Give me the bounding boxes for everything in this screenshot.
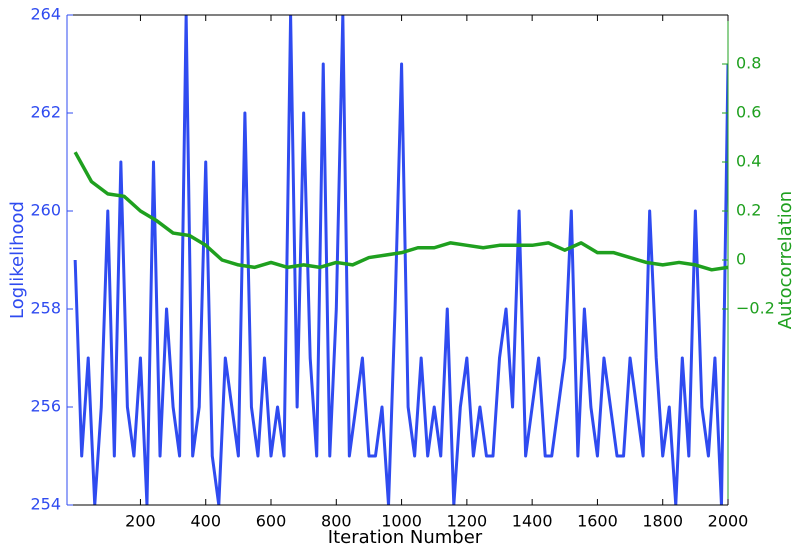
x-tick-label: 400 [190,512,221,531]
x-tick-label: 200 [125,512,156,531]
x-tick-label: 600 [256,512,287,531]
x-tick-label: 1800 [642,512,683,531]
y-tick-label: 264 [30,5,61,24]
y2-axis-label: Autocorrelation [775,191,796,329]
y-tick-label: 256 [30,397,61,416]
x-tick-label: 1400 [512,512,553,531]
x-tick-label: 1200 [447,512,488,531]
y-tick-label: 258 [30,299,61,318]
x-axis-label: Iteration Number [328,527,483,548]
series-line [73,15,728,505]
x-tick-label: 1000 [381,512,422,531]
y2-tick-label: 0.8 [736,54,761,73]
x-tick-label: 800 [321,512,352,531]
y2-tick-label: −0.2 [736,299,775,318]
y-tick-label: 260 [30,201,61,220]
y2-tick-label: 0.2 [736,201,761,220]
y2-tick-label: 0.4 [736,152,761,171]
x-tick-label: 1600 [577,512,618,531]
y-axis-label: Loglikelihood [7,201,28,319]
y-tick-label: 262 [30,103,61,122]
y2-tick-label: 0.6 [736,103,761,122]
series-line [73,151,728,272]
x-tick-label: 2000 [708,512,749,531]
y2-tick-label: 0 [736,250,746,269]
y-tick-label: 254 [30,495,61,514]
